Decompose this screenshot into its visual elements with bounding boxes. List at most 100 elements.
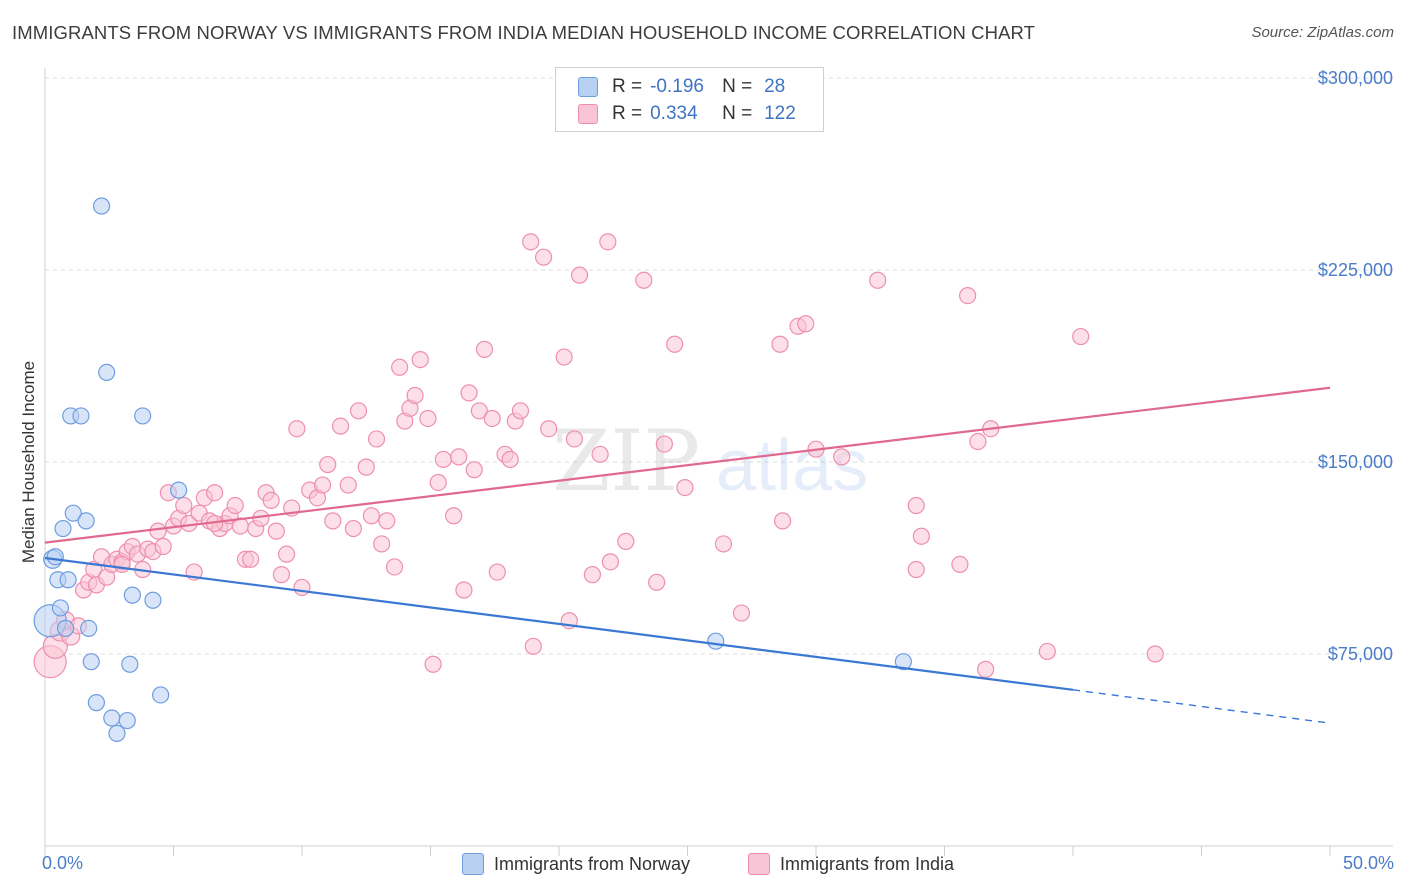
india-point bbox=[349, 402, 368, 420]
india-point bbox=[319, 455, 337, 474]
india-point bbox=[475, 340, 494, 358]
india-point bbox=[339, 476, 357, 494]
india-point bbox=[483, 409, 501, 428]
watermark-zip: ZIP bbox=[552, 412, 700, 510]
india-point bbox=[434, 450, 452, 469]
india-point bbox=[113, 555, 131, 574]
india-point bbox=[522, 233, 540, 251]
india-point bbox=[869, 271, 887, 289]
norway-point bbox=[56, 619, 75, 638]
india-point bbox=[524, 637, 542, 655]
norway-point bbox=[59, 571, 77, 589]
india-r-value: 0.334 bbox=[650, 103, 698, 124]
india-point bbox=[149, 522, 167, 540]
india-trendline bbox=[44, 386, 1331, 544]
india-point bbox=[617, 532, 635, 550]
bottom-norway-label: Immigrants from Norway bbox=[494, 853, 691, 874]
india-point bbox=[907, 560, 925, 579]
india-point bbox=[272, 566, 291, 584]
india-point bbox=[175, 496, 193, 515]
legend-row-india: R = 0.334 N = 122 bbox=[578, 103, 796, 125]
india-point bbox=[771, 335, 789, 353]
india-point bbox=[501, 450, 519, 469]
india-point bbox=[378, 512, 396, 530]
india-n-value: 122 bbox=[764, 103, 796, 124]
india-point bbox=[470, 402, 488, 420]
india-point bbox=[1072, 327, 1090, 346]
watermark: ZIP atlas bbox=[552, 412, 868, 510]
india-point bbox=[666, 335, 684, 353]
norway-point bbox=[98, 363, 116, 381]
norway-trendline-extension bbox=[1072, 689, 1331, 724]
norway-point bbox=[87, 694, 106, 712]
norway-point bbox=[82, 653, 100, 671]
india-point bbox=[419, 409, 437, 428]
norway-r-label: R = bbox=[612, 76, 643, 97]
india-point bbox=[385, 558, 404, 576]
norway-swatch bbox=[578, 77, 598, 97]
india-point bbox=[714, 535, 733, 553]
norway-point bbox=[54, 519, 72, 538]
norway-point bbox=[707, 632, 725, 650]
norway-point bbox=[46, 548, 64, 566]
india-point bbox=[565, 430, 584, 448]
india-point bbox=[206, 484, 224, 502]
india-point bbox=[465, 461, 483, 479]
india-point bbox=[648, 573, 666, 591]
norway-point bbox=[77, 512, 95, 530]
india-point bbox=[583, 566, 602, 584]
norway-r-value: -0.196 bbox=[650, 76, 704, 97]
india-point bbox=[357, 458, 375, 476]
india-point bbox=[635, 271, 653, 289]
india-point bbox=[450, 448, 468, 466]
india-point bbox=[362, 507, 380, 525]
india-point bbox=[154, 537, 172, 556]
india-point bbox=[591, 445, 609, 463]
india-point bbox=[599, 233, 617, 251]
india-swatch bbox=[578, 104, 598, 124]
norway-point bbox=[80, 619, 98, 638]
norway-point bbox=[108, 724, 126, 742]
india-point bbox=[293, 578, 311, 597]
bottom-india-label: Immigrants from India bbox=[780, 853, 955, 874]
norway-point bbox=[51, 599, 70, 617]
india-point bbox=[797, 315, 815, 333]
norway-point bbox=[118, 711, 136, 730]
y-tick-label: $225,000 bbox=[1318, 260, 1393, 280]
norway-point bbox=[123, 586, 141, 604]
india-point bbox=[773, 512, 792, 530]
norway-point bbox=[72, 407, 90, 425]
india-point bbox=[907, 496, 925, 515]
india-point bbox=[262, 491, 280, 509]
india-point bbox=[601, 553, 620, 571]
bottom-legend-norway: Immigrants from Norway bbox=[462, 852, 690, 876]
india-point bbox=[488, 563, 506, 581]
india-point bbox=[277, 545, 296, 563]
y-axis-label: Median Household Income bbox=[19, 361, 38, 563]
india-point bbox=[324, 512, 342, 530]
india-point bbox=[460, 384, 478, 402]
india-point bbox=[288, 420, 306, 438]
norway-point bbox=[894, 653, 912, 671]
india-point bbox=[344, 519, 362, 538]
india-point bbox=[226, 496, 244, 515]
legend-row-norway: R = -0.196 N = 28 bbox=[578, 76, 785, 98]
india-point bbox=[424, 655, 442, 673]
y-tick-label: $150,000 bbox=[1318, 452, 1393, 472]
source-label: Source: ZipAtlas.com bbox=[1251, 24, 1394, 41]
norway-point bbox=[121, 655, 139, 673]
x-tick-label-max: 50.0% bbox=[1343, 853, 1394, 873]
india-point bbox=[267, 522, 285, 540]
india-point bbox=[676, 479, 694, 497]
india-point bbox=[969, 432, 987, 451]
axes bbox=[44, 68, 1393, 856]
norway-point bbox=[64, 504, 82, 522]
india-point bbox=[732, 604, 751, 622]
norway-point bbox=[92, 197, 111, 215]
x-tick-label-min: 0.0% bbox=[42, 853, 83, 873]
trendlines bbox=[44, 386, 1331, 724]
bottom-india-swatch bbox=[748, 853, 770, 875]
india-point bbox=[242, 550, 260, 568]
norway-point bbox=[152, 686, 170, 704]
india-point bbox=[331, 417, 350, 435]
